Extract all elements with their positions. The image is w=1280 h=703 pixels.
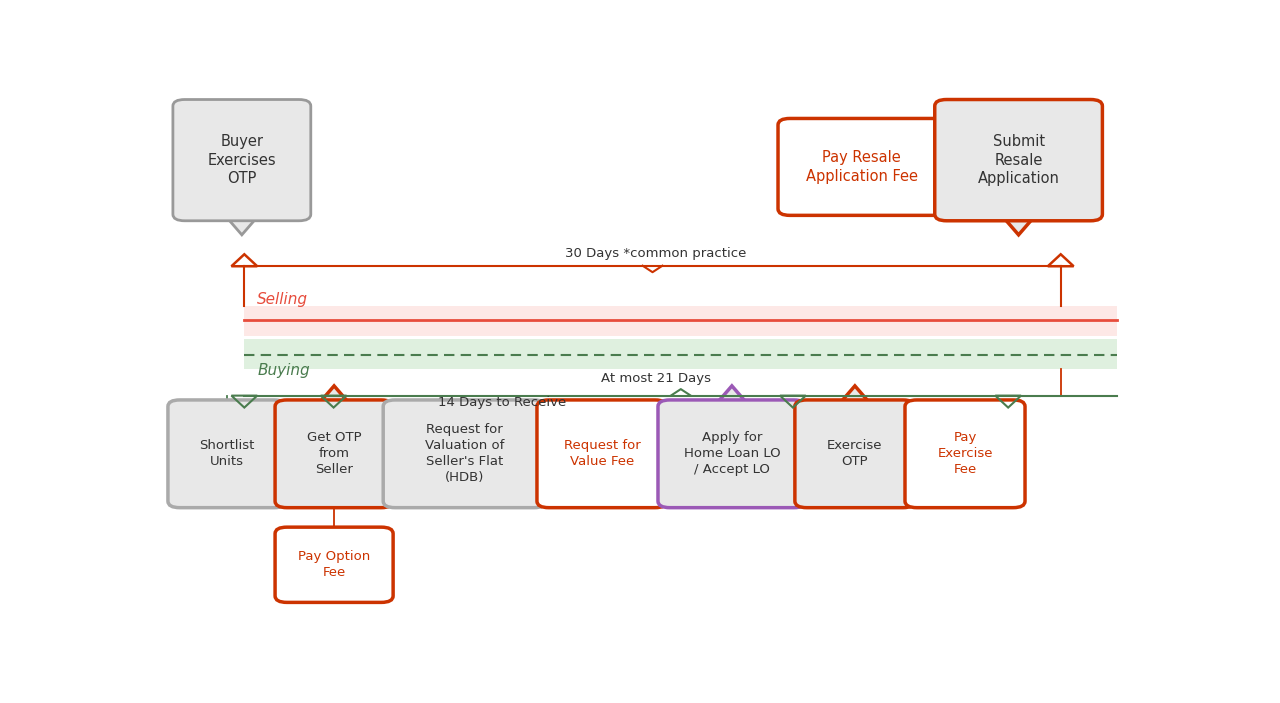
Text: Selling: Selling	[257, 292, 308, 307]
FancyBboxPatch shape	[934, 100, 1102, 221]
FancyBboxPatch shape	[275, 400, 393, 508]
FancyBboxPatch shape	[538, 400, 667, 508]
Bar	[319, 404, 349, 409]
Polygon shape	[837, 386, 873, 406]
Text: Pay Option
Fee: Pay Option Fee	[298, 550, 370, 579]
FancyBboxPatch shape	[795, 400, 915, 508]
FancyBboxPatch shape	[383, 400, 545, 508]
Text: 14 Days to Receive: 14 Days to Receive	[438, 396, 566, 409]
Bar	[838, 404, 870, 409]
FancyBboxPatch shape	[275, 527, 393, 602]
Polygon shape	[224, 214, 260, 235]
Text: Request for
Valuation of
Seller's Flat
(HDB): Request for Valuation of Seller's Flat (…	[425, 423, 504, 484]
Bar	[227, 210, 257, 215]
Polygon shape	[714, 386, 750, 406]
FancyBboxPatch shape	[173, 100, 311, 221]
Text: At most 21 Days: At most 21 Days	[602, 372, 710, 385]
Text: Buying: Buying	[257, 363, 310, 378]
FancyBboxPatch shape	[658, 400, 806, 508]
Text: Shortlist
Units: Shortlist Units	[200, 439, 255, 468]
FancyBboxPatch shape	[905, 400, 1025, 508]
Text: Pay Resale
Application Fee: Pay Resale Application Fee	[806, 150, 918, 183]
Text: Submit
Resale
Application: Submit Resale Application	[978, 134, 1060, 186]
Bar	[244, 307, 1117, 336]
Text: Exercise
OTP: Exercise OTP	[827, 439, 883, 468]
Text: Buyer
Exercises
OTP: Buyer Exercises OTP	[207, 134, 276, 186]
Polygon shape	[1001, 214, 1037, 235]
Text: 30 Days *common practice: 30 Days *common practice	[566, 247, 746, 260]
Text: Get OTP
from
Seller: Get OTP from Seller	[307, 432, 361, 477]
Text: Request for
Value Fee: Request for Value Fee	[563, 439, 640, 468]
Text: Pay
Exercise
Fee: Pay Exercise Fee	[937, 432, 993, 477]
Bar	[1002, 210, 1034, 215]
FancyBboxPatch shape	[168, 400, 285, 508]
Text: Apply for
Home Loan LO
/ Accept LO: Apply for Home Loan LO / Accept LO	[684, 432, 781, 477]
FancyBboxPatch shape	[778, 119, 946, 215]
Bar	[244, 339, 1117, 368]
Bar	[716, 404, 748, 409]
Polygon shape	[316, 386, 352, 406]
